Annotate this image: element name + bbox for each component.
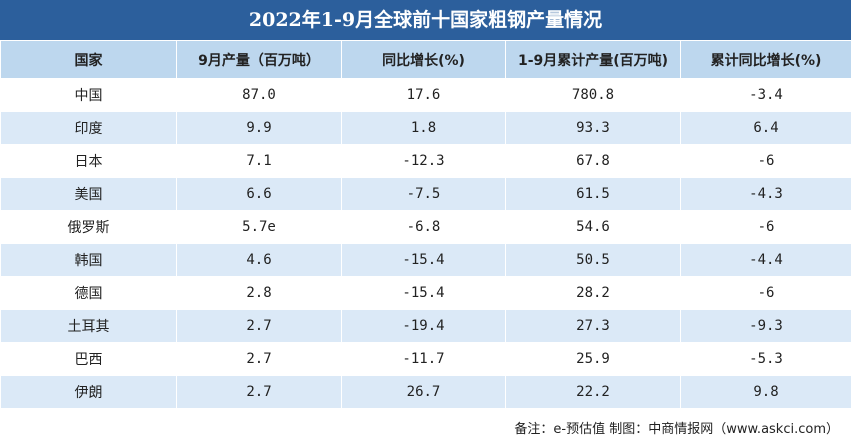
country-cell: 德国 (0, 276, 177, 310)
value-cell: 2.7 (176, 375, 342, 409)
value-cell: 2.7 (176, 309, 342, 343)
value-cell: 5.7e (176, 210, 342, 244)
value-cell: 780.8 (505, 78, 681, 112)
table-row: 韩国 4.6 -15.4 50.5 -4.4 (0, 243, 851, 277)
value-cell: 87.0 (176, 78, 342, 112)
column-header: 9月产量（百万吨） (176, 40, 342, 79)
value-cell: 6.4 (680, 111, 851, 145)
value-cell: 61.5 (505, 177, 681, 211)
value-cell: -5.3 (680, 342, 851, 376)
table-row: 伊朗 2.7 26.7 22.2 9.8 (0, 375, 851, 409)
table-row: 中国 87.0 17.6 780.8 -3.4 (0, 78, 851, 112)
country-cell: 印度 (0, 111, 177, 145)
value-cell: -4.4 (680, 243, 851, 277)
country-cell: 韩国 (0, 243, 177, 277)
title: 2022年1-9月全球前十国家粗钢产量情况 (0, 0, 851, 40)
country-cell: 俄罗斯 (0, 210, 177, 244)
value-cell: 2.8 (176, 276, 342, 310)
column-header: 同比增长(%) (341, 40, 506, 79)
country-cell: 伊朗 (0, 375, 177, 409)
value-cell: -7.5 (341, 177, 506, 211)
value-cell: 54.6 (505, 210, 681, 244)
value-cell: 2.7 (176, 342, 342, 376)
column-header: 1-9月累计产量(百万吨) (505, 40, 681, 79)
value-cell: 9.9 (176, 111, 342, 145)
table-row: 印度 9.9 1.8 93.3 6.4 (0, 111, 851, 145)
table-body: 中国 87.0 17.6 780.8 -3.4 印度 9.9 1.8 93.3 6.4 日本 7.1-… (0, 78, 851, 409)
table-row: 俄罗斯 5.7e -6.8 54.6 -6 (0, 210, 851, 244)
table-row: 巴西 2.7 -11.7 25.9 -5.3 (0, 342, 851, 376)
value-cell: 7.1 (176, 144, 342, 178)
value-cell: -15.4 (341, 276, 506, 310)
value-cell: -6 (680, 276, 851, 310)
data-table: 国家 9月产量（百万吨） 同比增长(%) 1-9月累计产量(百万吨) 累计同比增长(%)… (0, 40, 851, 409)
value-cell: 25.9 (505, 342, 681, 376)
country-cell: 巴西 (0, 342, 177, 376)
value-cell: 67.8 (505, 144, 681, 178)
country-cell: 中国 (0, 78, 177, 112)
country-cell: 日本 (0, 144, 177, 178)
table-row: 土耳其 2.7 -19.4 27.3 -9.3 (0, 309, 851, 343)
value-cell: -12.3 (341, 144, 506, 178)
footer-note: 备注：e-预估值 制图：中商情报网（www.askci.com） (514, 422, 839, 437)
table-row: 德国 2.8 -15.4 28.2 -6 (0, 276, 851, 310)
column-header: 累计同比增长(%) (680, 40, 851, 79)
value-cell: 6.6 (176, 177, 342, 211)
value-cell: 50.5 (505, 243, 681, 277)
table-row: 日本 7.1 -12.3 67.8 -6 (0, 144, 851, 178)
value-cell: -6 (680, 210, 851, 244)
value-cell: -19.4 (341, 309, 506, 343)
value-cell: 26.7 (341, 375, 506, 409)
country-cell: 土耳其 (0, 309, 177, 343)
value-cell: -15.4 (341, 243, 506, 277)
value-cell: -3.4 (680, 78, 851, 112)
value-cell: 17.6 (341, 78, 506, 112)
value-cell: 22.2 (505, 375, 681, 409)
value-cell: 27.3 (505, 309, 681, 343)
value-cell: -11.7 (341, 342, 506, 376)
value-cell: 1.8 (341, 111, 506, 145)
value-cell: -6.8 (341, 210, 506, 244)
value-cell: 9.8 (680, 375, 851, 409)
value-cell: -9.3 (680, 309, 851, 343)
column-header: 国家 (0, 40, 177, 79)
header-row: 国家 9月产量（百万吨） 同比增长(%) 1-9月累计产量(百万吨) 累计同比增长(%) (0, 40, 851, 79)
table-row: 美国 6.6 -7.5 61.5 -4.3 (0, 177, 851, 211)
value-cell: -6 (680, 144, 851, 178)
value-cell: -4.3 (680, 177, 851, 211)
value-cell: 93.3 (505, 111, 681, 145)
value-cell: 28.2 (505, 276, 681, 310)
country-cell: 美国 (0, 177, 177, 211)
value-cell: 4.6 (176, 243, 342, 277)
